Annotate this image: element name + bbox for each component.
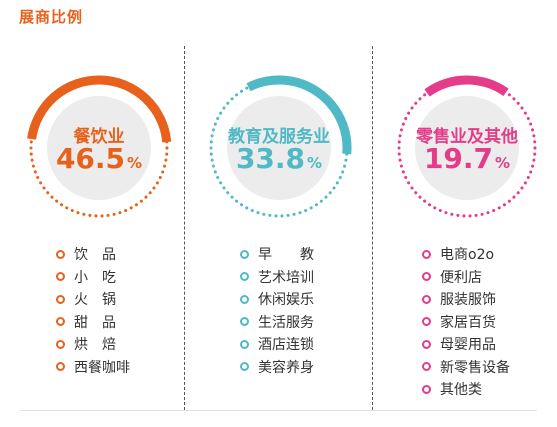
bullet-icon (240, 339, 249, 349)
bullet-icon (240, 272, 249, 282)
list-item: 烘 焙 (56, 333, 130, 356)
list-item: 生活服务 (240, 311, 314, 334)
donut-value-arc (27, 75, 172, 143)
bullet-icon (422, 272, 431, 282)
list-item: 休闲娱乐 (240, 288, 314, 311)
list-item: 西餐咖啡 (56, 356, 130, 379)
category-name: 教育及服务业 (228, 127, 330, 147)
list-item-label: 火 锅 (74, 292, 116, 309)
donut-retail (397, 75, 537, 218)
list-item: 酒店连锁 (240, 333, 314, 356)
list-item-label: 小 吃 (74, 269, 116, 286)
list-item: 饮 品 (56, 243, 130, 266)
list-item-label: 电商o2o (440, 247, 495, 264)
list-item-label: 便利店 (440, 269, 482, 286)
donut-inner-circle (47, 96, 151, 200)
category-panel-service: 教育及服务业 33.8% 早 教艺术培训休闲娱乐生活服务酒店连锁美容养身 (190, 60, 368, 400)
donut-track (29, 78, 169, 218)
list-item-label: 母婴用品 (440, 337, 496, 354)
item-list: 电商o2o 便利店服装服饰家居百货母婴用品新零售设备其他类 (422, 243, 510, 401)
list-item-label: 酒店连锁 (258, 337, 314, 354)
percentage-unit: % (307, 154, 323, 172)
list-item-label: 饮 品 (74, 247, 116, 264)
category-panel-food: 餐饮业 46.5% 饮 品小 吃火 锅甜 品烘 焙西餐咖啡 (10, 60, 188, 400)
percentage-value: 46.5 (55, 142, 126, 175)
category-name: 餐饮业 (73, 127, 125, 147)
list-item: 其他类 (422, 378, 510, 401)
list-item: 电商o2o (422, 243, 510, 266)
page-title: 展商比例 (19, 8, 84, 26)
column-divider (372, 46, 373, 410)
list-item-label: 早 教 (258, 247, 314, 264)
list-item-label: 艺术培训 (258, 269, 314, 286)
bullet-icon (422, 294, 431, 304)
list-item: 新零售设备 (422, 356, 510, 379)
list-item: 小 吃 (56, 266, 130, 289)
list-item: 早 教 (240, 243, 314, 266)
category-name: 零售业及其他 (416, 127, 518, 147)
list-item-label: 美容养身 (258, 359, 314, 376)
list-item: 艺术培训 (240, 266, 314, 289)
donut-service (209, 75, 352, 218)
category-panel-retail: 零售业及其他 19.7% 电商o2o 便利店服装服饰家居百货母婴用品新零售设备其他… (378, 60, 556, 400)
item-list: 早 教艺术培训休闲娱乐生活服务酒店连锁美容养身 (240, 243, 314, 378)
bullet-icon (56, 339, 65, 349)
donut-inner-circle (415, 96, 519, 200)
bullet-icon (240, 362, 249, 372)
list-item: 美容养身 (240, 356, 314, 379)
percentage-value: 19.7 (423, 142, 494, 175)
bullet-icon (422, 317, 431, 327)
list-item-label: 其他类 (440, 382, 482, 399)
donut-inner-circle (227, 96, 331, 200)
percentage-unit: % (495, 154, 511, 172)
donut-track (397, 78, 537, 218)
bullet-icon (240, 317, 249, 327)
list-item: 母婴用品 (422, 333, 510, 356)
list-item: 甜 品 (56, 311, 130, 334)
list-item: 服装服饰 (422, 288, 510, 311)
bullet-icon (422, 384, 431, 394)
donut-value-arc (246, 75, 352, 155)
bullet-icon (422, 339, 431, 349)
bullet-icon (56, 249, 65, 259)
bullet-icon (422, 362, 431, 372)
bullet-icon (56, 317, 65, 327)
bullet-icon (56, 294, 65, 304)
bottom-rule (20, 410, 537, 411)
bullet-icon (422, 249, 431, 259)
list-item: 家居百货 (422, 311, 510, 334)
list-item-label: 家居百货 (440, 314, 496, 331)
item-list: 饮 品小 吃火 锅甜 品烘 焙西餐咖啡 (56, 243, 130, 378)
category-percentage: 33.8% (190, 142, 368, 175)
list-item-label: 服装服饰 (440, 292, 496, 309)
donut-food (27, 75, 172, 218)
list-item-label: 休闲娱乐 (258, 292, 314, 309)
list-item-label: 新零售设备 (440, 359, 510, 376)
bullet-icon (240, 294, 249, 304)
list-item-label: 烘 焙 (74, 337, 116, 354)
list-item-label: 西餐咖啡 (74, 359, 130, 376)
list-item-label: 生活服务 (258, 314, 314, 331)
list-item: 便利店 (422, 266, 510, 289)
bullet-icon (56, 362, 65, 372)
category-percentage: 46.5% (10, 142, 188, 175)
list-item: 火 锅 (56, 288, 130, 311)
percentage-value: 33.8 (235, 142, 306, 175)
column-divider (184, 46, 185, 410)
category-percentage: 19.7% (378, 142, 556, 175)
donut-value-arc (424, 75, 509, 97)
percentage-unit: % (127, 154, 143, 172)
bullet-icon (56, 272, 65, 282)
bullet-icon (240, 249, 249, 259)
list-item-label: 甜 品 (74, 314, 116, 331)
